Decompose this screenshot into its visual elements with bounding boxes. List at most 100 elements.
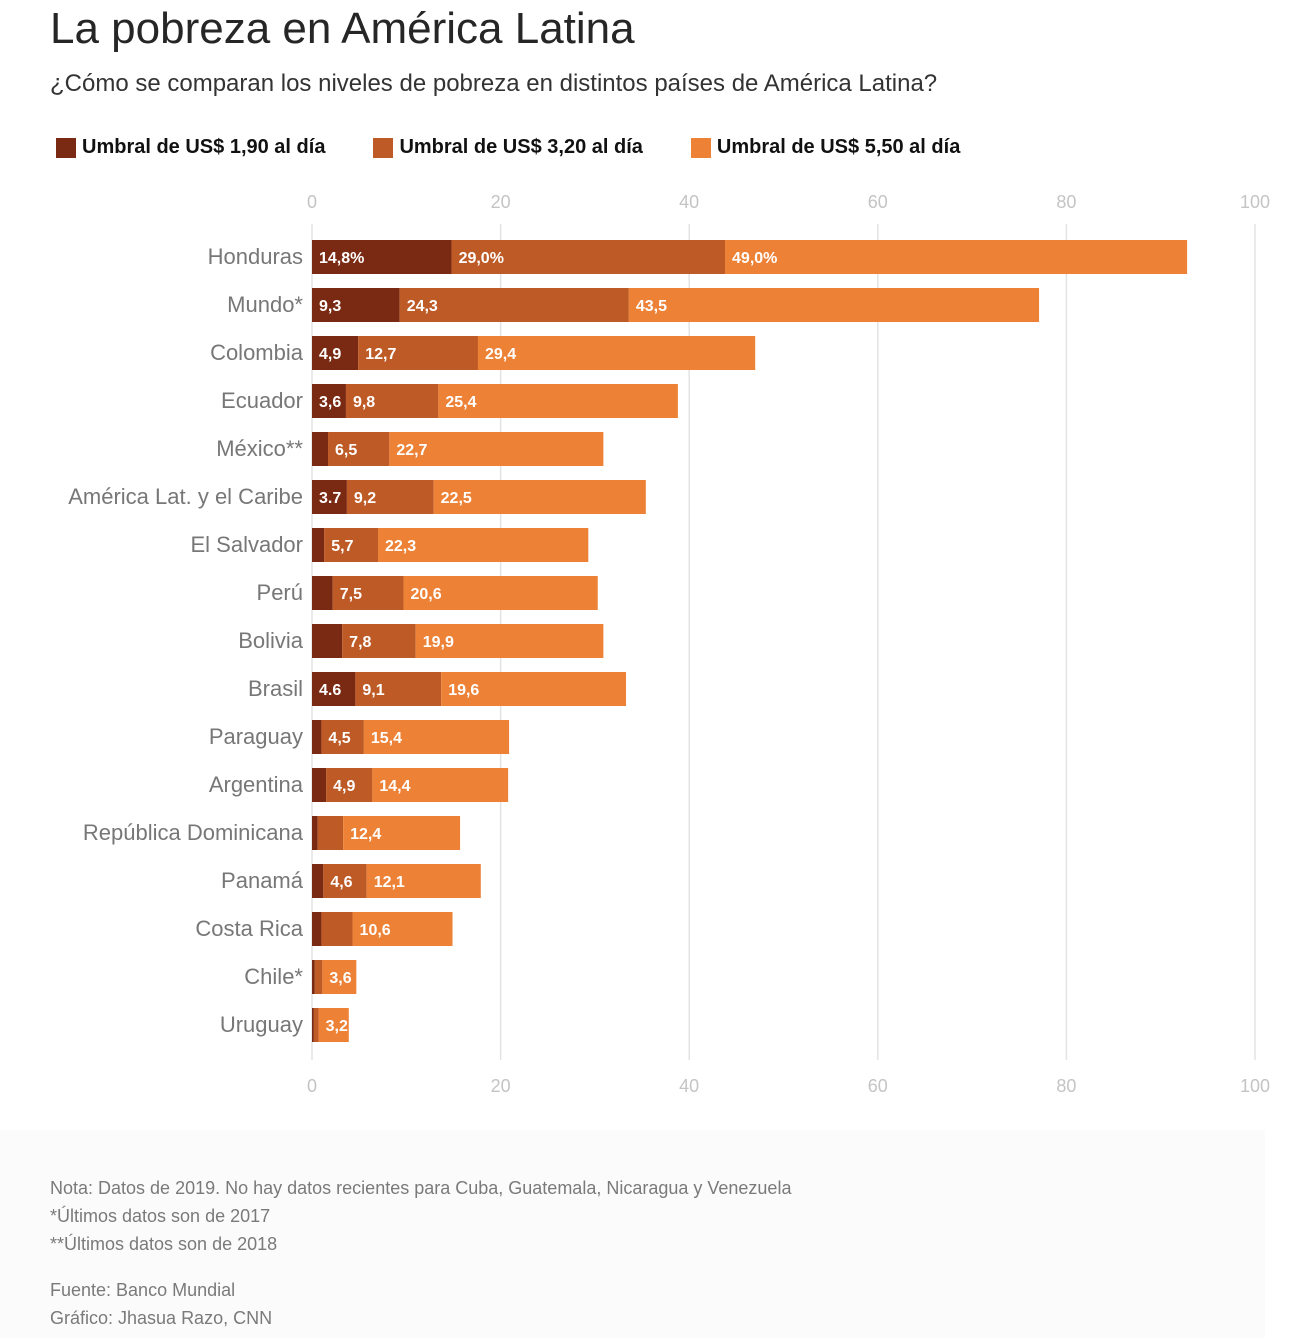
data-label: 43,5 (636, 298, 667, 315)
data-label: 19,9 (423, 634, 454, 651)
bar-segment (415, 624, 604, 658)
bar-segment (312, 672, 356, 706)
category-label: Panamá (221, 868, 304, 893)
data-label: 3,2 (326, 1018, 348, 1035)
chart-title: La pobreza en América Latina (50, 4, 635, 53)
x-tick-label-top: 100 (1240, 192, 1270, 212)
bar-segment (352, 912, 453, 946)
x-tick-label-bottom: 100 (1240, 1076, 1270, 1096)
data-label: 22,7 (396, 442, 427, 459)
bar-segment (312, 720, 322, 754)
data-label: 20,6 (410, 586, 441, 603)
x-tick-label-top: 40 (679, 192, 699, 212)
data-label: 4,9 (319, 346, 341, 363)
legend-label-190: Umbral de US$ 1,90 al día (82, 136, 326, 158)
bar-segment (372, 768, 509, 802)
data-label: 4,5 (328, 730, 350, 747)
bar-segment (314, 960, 323, 994)
category-label: Argentina (209, 772, 304, 797)
bar-segment (725, 240, 1188, 274)
data-label: 12,1 (374, 874, 405, 891)
bar-segment (378, 528, 589, 562)
data-label: 3,6 (319, 394, 341, 411)
bar-segment (312, 576, 333, 610)
bar-segment (346, 480, 434, 514)
bar-segment (312, 288, 400, 322)
category-label: Mundo* (227, 292, 303, 317)
bar-segment (312, 816, 318, 850)
category-label: Bolivia (238, 628, 304, 653)
bar-segment (328, 432, 390, 466)
bar-segment (312, 528, 325, 562)
data-label: 7,5 (340, 586, 362, 603)
bar-segment (326, 768, 373, 802)
data-label: 29,4 (485, 346, 516, 363)
bar-segment (322, 960, 357, 994)
category-label: Chile* (244, 964, 303, 989)
bar-segment (366, 864, 481, 898)
bar-segment (363, 720, 510, 754)
bar-segment (451, 240, 726, 274)
data-label: 7,8 (349, 634, 371, 651)
bar-segment (355, 672, 442, 706)
category-label: Colombia (210, 340, 304, 365)
data-label: 9,2 (354, 490, 376, 507)
category-label: El Salvador (190, 532, 303, 557)
data-label: 9,1 (362, 682, 384, 699)
bar-segment (321, 720, 364, 754)
bar-segment (438, 384, 678, 418)
legend-swatch-190 (56, 137, 76, 158)
data-label: 4,6 (330, 874, 352, 891)
data-label: 19,6 (448, 682, 479, 699)
category-label: Costa Rica (195, 916, 303, 941)
note-data: Nota: Datos de 2019. No hay datos recien… (50, 1178, 792, 1198)
data-label: 5,7 (331, 538, 353, 555)
bar-segment (403, 576, 598, 610)
category-label: Perú (257, 580, 303, 605)
bar-segment (389, 432, 604, 466)
x-tick-label-bottom: 0 (307, 1076, 317, 1096)
data-label: 14,8% (319, 250, 364, 267)
category-label: Uruguay (220, 1012, 303, 1037)
category-label: República Dominicana (83, 820, 304, 845)
legend-item-320: Umbral de US$ 3,20 al día (373, 136, 643, 159)
bar-segment (318, 1008, 349, 1042)
chart-subtitle: ¿Cómo se comparan los niveles de pobreza… (50, 70, 938, 97)
note-2017: *Últimos datos son de 2017 (50, 1206, 271, 1226)
bar-segment (343, 816, 461, 850)
category-label: México** (216, 436, 303, 461)
category-label: Paraguay (209, 724, 303, 749)
x-tick-label-top: 80 (1056, 192, 1076, 212)
data-label: 22,5 (441, 490, 472, 507)
category-label: América Lat. y el Caribe (68, 484, 303, 509)
bar-segment (312, 480, 347, 514)
x-tick-label-bottom: 80 (1056, 1076, 1076, 1096)
data-label: 15,4 (371, 730, 402, 747)
category-label: Brasil (248, 676, 303, 701)
data-label: 4,9 (333, 778, 355, 795)
data-label: 12,7 (365, 346, 396, 363)
bar-segment (433, 480, 646, 514)
bar-segment (312, 864, 324, 898)
bar-segment (313, 1008, 319, 1042)
data-label: 25,4 (445, 394, 476, 411)
bar-segment (628, 288, 1040, 322)
data-label: 24,3 (407, 298, 438, 315)
x-tick-label-top: 60 (868, 192, 888, 212)
data-label: 9,8 (353, 394, 375, 411)
note-2018: **Últimos datos son de 2018 (50, 1234, 278, 1254)
bar-segment (441, 672, 627, 706)
credit-note: Gráfico: Jhasua Razo, CNN (50, 1308, 273, 1328)
bar-segment (312, 240, 452, 274)
data-label: 3.7 (319, 490, 341, 507)
x-tick-label-top: 0 (307, 192, 317, 212)
bar-segment (317, 816, 344, 850)
data-label: 49,0% (732, 250, 777, 267)
category-label: Ecuador (221, 388, 303, 413)
data-label: 10,6 (360, 922, 391, 939)
bar-segment (358, 336, 478, 370)
bar-segment (312, 384, 346, 418)
legend: Umbral de US$ 1,90 al día Umbral de US$ … (56, 136, 960, 159)
bar-segment (312, 624, 343, 658)
bar-segment (312, 1008, 314, 1042)
